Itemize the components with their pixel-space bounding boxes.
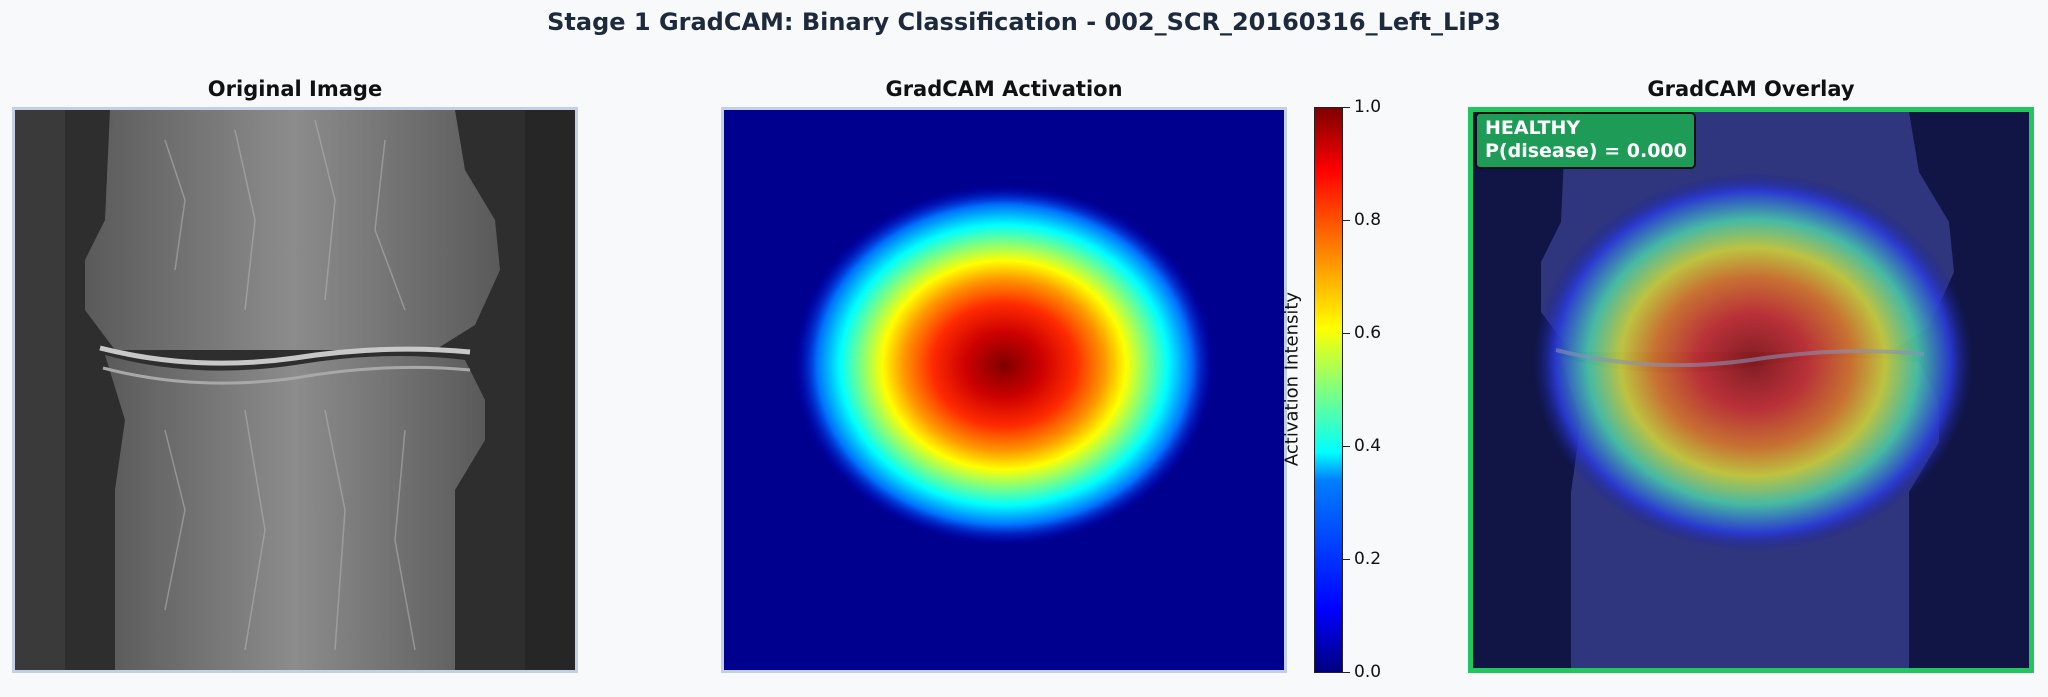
colorbar-tick-label: 0.2 <box>1354 549 1382 569</box>
colorbar-tick-label: 0.4 <box>1354 436 1382 456</box>
colorbar-tick <box>1343 559 1350 560</box>
overlay-title: GradCAM Overlay <box>1647 77 1855 101</box>
colorbar-tick <box>1343 220 1350 221</box>
original-image-title: Original Image <box>207 77 383 101</box>
colorbar-tick-label: 1.0 <box>1354 97 1382 117</box>
disease-probability: P(disease) = 0.000 <box>1485 140 1687 162</box>
colorbar-tick-label: 0.8 <box>1354 210 1382 230</box>
colorbar-tick <box>1343 446 1350 447</box>
original-xray-image <box>12 107 578 673</box>
prediction-badge: HEALTHY P(disease) = 0.000 <box>1475 112 1696 169</box>
gradcam-heatmap <box>721 107 1287 673</box>
figure-title: Stage 1 GradCAM: Binary Classification -… <box>547 8 1501 36</box>
colorbar-tick <box>1343 107 1350 108</box>
colorbar-tick-label: 0.6 <box>1354 323 1382 343</box>
activation-title: GradCAM Activation <box>885 77 1123 101</box>
colorbar-label: Activation Intensity <box>1281 291 1303 467</box>
colorbar-tick-label: 0.0 <box>1354 662 1382 682</box>
colorbar-tick <box>1343 672 1350 673</box>
colorbar <box>1314 107 1343 673</box>
colorbar-tick <box>1343 333 1350 334</box>
prediction-label: HEALTHY <box>1485 117 1581 139</box>
gradcam-overlay-image <box>1468 107 2034 673</box>
